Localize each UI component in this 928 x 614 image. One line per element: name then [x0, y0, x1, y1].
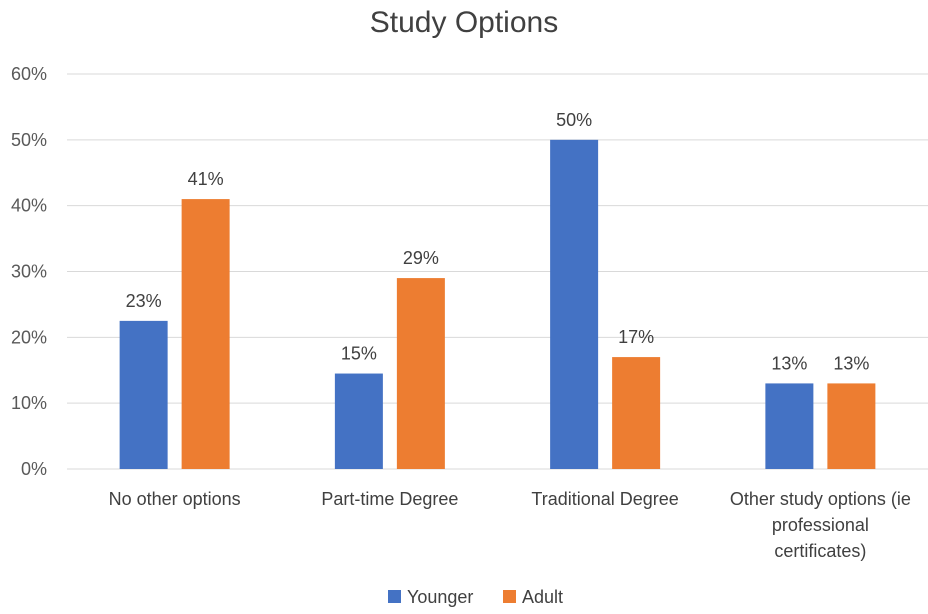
bar-adult-3: [827, 383, 876, 469]
bar-younger-0: [119, 320, 168, 469]
bar-younger-2: [550, 139, 599, 470]
y-axis-ticks: 0% 10% 20% 30% 40% 50% 60%: [11, 64, 47, 479]
data-label: 13%: [771, 353, 807, 373]
data-label: 13%: [833, 353, 869, 373]
data-label: 50%: [556, 110, 592, 130]
legend-swatch-adult: [503, 590, 516, 603]
y-tick-label: 10%: [11, 393, 47, 413]
bar-adult-1: [396, 278, 445, 469]
x-category-label: Part-time Degree: [321, 489, 458, 509]
data-label: 17%: [618, 327, 654, 347]
legend-label-adult: Adult: [522, 587, 563, 607]
bar-younger-3: [765, 383, 814, 469]
bar-adult-0: [181, 199, 230, 470]
data-label: 15%: [341, 344, 377, 364]
legend-label-younger: Younger: [407, 587, 473, 607]
y-tick-label: 40%: [11, 196, 47, 216]
data-label: 41%: [188, 169, 224, 189]
bar-adult-2: [612, 357, 661, 469]
x-category-label: Other study options (ie: [730, 489, 911, 509]
y-tick-label: 60%: [11, 64, 47, 84]
bar-younger-1: [334, 373, 383, 469]
x-category-label: professional: [772, 515, 869, 535]
y-tick-label: 20%: [11, 327, 47, 347]
bars: [119, 139, 876, 470]
data-label: 29%: [403, 248, 439, 268]
chart-title: Study Options: [369, 6, 559, 39]
data-labels: 23% 41% 15% 29% 50% 17% 13% 13%: [126, 110, 870, 374]
y-tick-label: 30%: [11, 262, 47, 282]
y-tick-label: 50%: [11, 130, 47, 150]
y-tick-label: 0%: [21, 459, 47, 479]
x-axis-categories: No other options Part-time Degree Traditio…: [109, 489, 911, 561]
legend-swatch-younger: [388, 590, 401, 603]
x-category-label: Traditional Degree: [531, 489, 678, 509]
data-label: 23%: [126, 291, 162, 311]
x-category-label: certificates): [774, 541, 866, 561]
legend: Younger Adult: [388, 587, 563, 607]
x-category-label: No other options: [109, 489, 241, 509]
